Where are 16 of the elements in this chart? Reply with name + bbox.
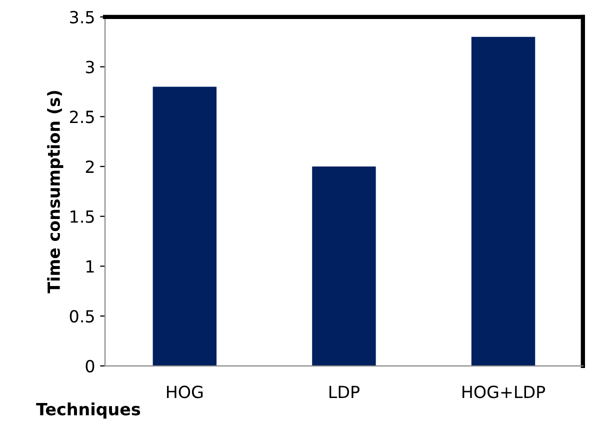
x-tick-label: HOG+LDP: [462, 386, 546, 398]
y-tick-label: 2: [86, 160, 94, 173]
y-tick-label: 1: [86, 260, 94, 273]
y-tick-label: 3: [86, 60, 94, 74]
y-tick-label: 0.5: [70, 310, 94, 323]
bar: [152, 86, 217, 366]
y-tick-label: 0: [86, 360, 94, 372]
bar: [471, 36, 536, 366]
y-tick-label: 1.5: [70, 210, 94, 223]
x-axis-title: Techniques: [36, 402, 140, 419]
y-tick-label: 2.5: [70, 110, 94, 124]
x-tick-label: LDP: [330, 386, 360, 398]
y-axis-title: Time consumption (s): [47, 90, 64, 294]
bar: [312, 166, 376, 366]
x-tick-label: HOG: [167, 386, 203, 398]
y-tick-label: 3.5: [70, 10, 94, 24]
